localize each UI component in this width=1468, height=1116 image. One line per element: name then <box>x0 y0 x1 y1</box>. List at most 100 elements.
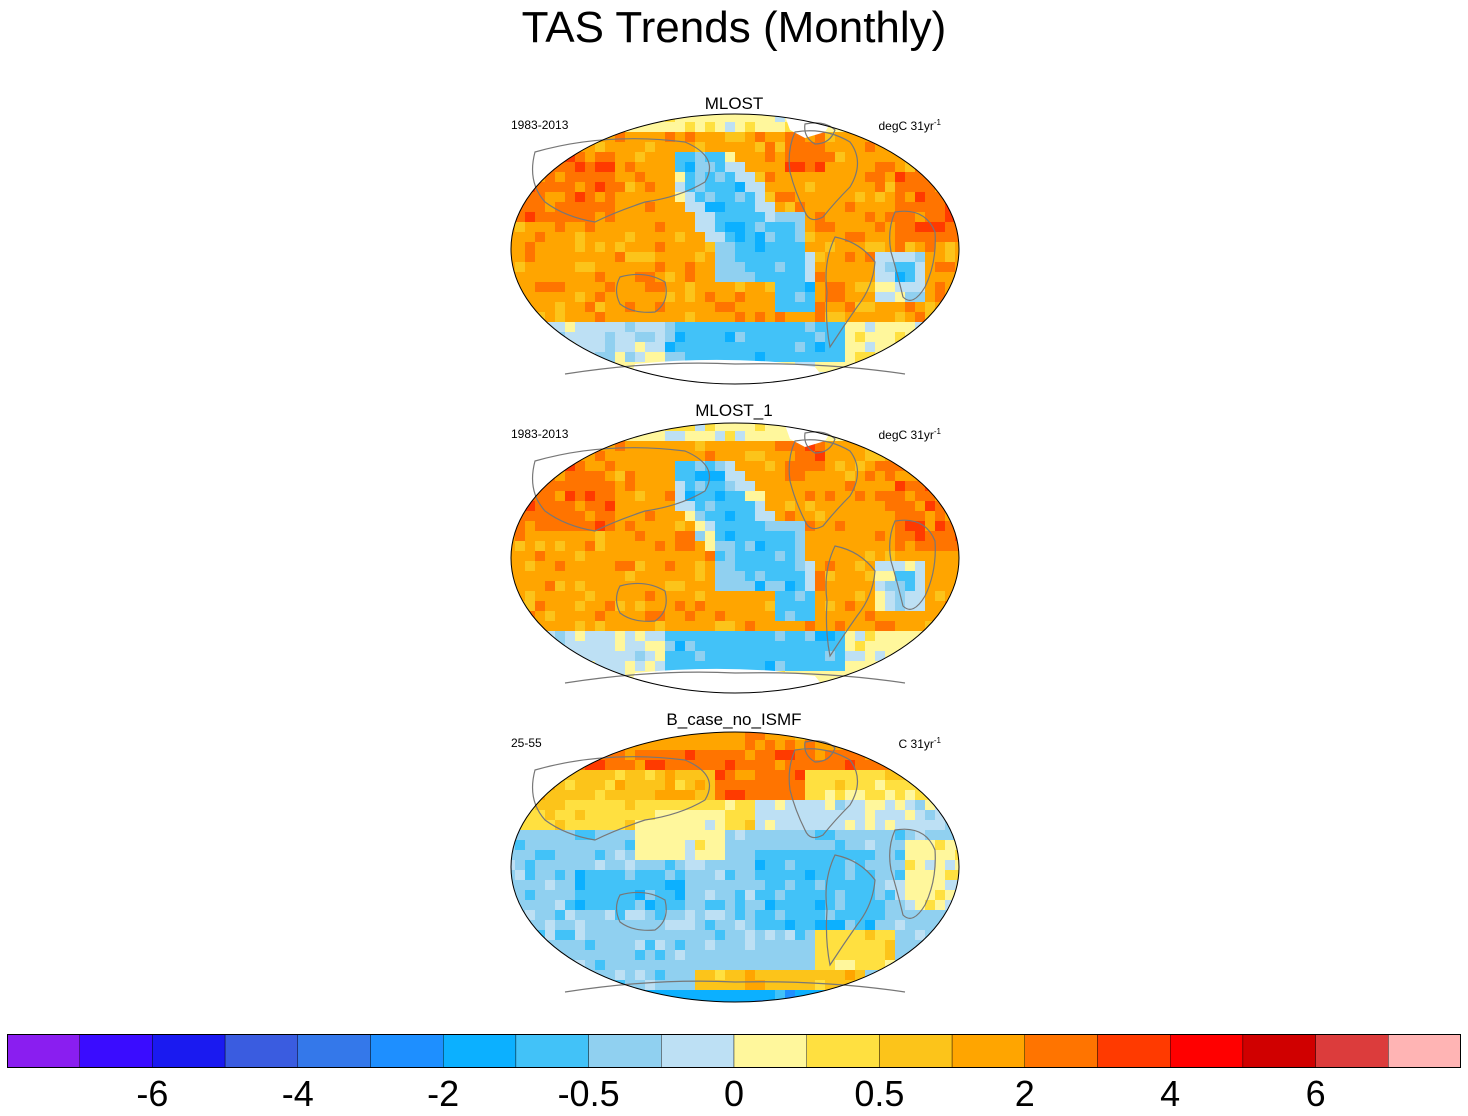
trend-cell <box>885 790 896 801</box>
trend-cell <box>615 641 626 652</box>
trend-cell <box>545 202 556 213</box>
trend-cell <box>685 192 696 203</box>
trend-cell <box>855 581 866 592</box>
trend-cell <box>835 172 846 183</box>
trend-cell <box>685 322 696 333</box>
trend-cell <box>765 1000 776 1002</box>
trend-cell <box>695 322 706 333</box>
trend-cell <box>895 541 906 552</box>
trend-cell <box>895 780 906 791</box>
trend-cell <box>935 122 946 133</box>
trend-cell <box>645 352 656 363</box>
trend-cell <box>915 840 926 851</box>
trend-cell <box>855 451 866 462</box>
trend-cell <box>535 910 546 921</box>
trend-cell <box>905 322 916 333</box>
trend-cell <box>615 451 626 462</box>
trend-cell <box>545 122 556 133</box>
trend-cell <box>815 521 826 532</box>
trend-cell <box>695 601 706 612</box>
trend-cell <box>905 501 916 512</box>
trend-cell <box>845 382 856 384</box>
trend-cell <box>645 212 656 223</box>
trend-cell <box>895 840 906 851</box>
trend-cell <box>595 332 606 343</box>
trend-cell <box>675 202 686 213</box>
trend-cell <box>585 521 596 532</box>
trend-cell <box>885 880 896 891</box>
trend-cell <box>675 441 686 452</box>
trend-cell <box>735 192 746 203</box>
trend-cell <box>845 352 856 363</box>
trend-cell <box>905 990 916 1001</box>
trend-cell <box>615 531 626 542</box>
trend-cell <box>845 521 856 532</box>
trend-cell <box>775 132 786 143</box>
trend-cell <box>655 880 666 891</box>
trend-cell <box>835 541 846 552</box>
trend-cell <box>675 282 686 293</box>
trend-cell <box>765 870 776 881</box>
trend-cell <box>575 312 586 323</box>
trend-cell <box>765 342 776 353</box>
trend-cell <box>511 431 516 442</box>
trend-cell <box>905 840 916 851</box>
trend-cell <box>575 172 586 183</box>
trend-cell <box>835 212 846 223</box>
trend-cell <box>585 342 596 353</box>
trend-cell <box>625 372 636 383</box>
trend-cell <box>735 162 746 173</box>
trend-cell <box>775 262 786 273</box>
trend-cell <box>725 322 736 333</box>
trend-cell <box>915 780 926 791</box>
trend-cell <box>595 740 606 751</box>
trend-cell <box>905 232 916 243</box>
trend-cell <box>695 900 706 911</box>
trend-cell <box>655 790 666 801</box>
trend-cell <box>905 611 916 622</box>
trend-cell <box>695 890 706 901</box>
trend-cell <box>511 332 516 343</box>
trend-cell <box>955 132 959 143</box>
trend-cell <box>555 760 566 771</box>
trend-cell <box>575 481 586 492</box>
trend-cell <box>585 910 596 921</box>
trend-cell <box>795 980 806 991</box>
trend-cell <box>925 114 936 123</box>
trend-cell <box>645 162 656 173</box>
trend-cell <box>565 910 576 921</box>
trend-cell <box>645 740 656 751</box>
trend-cell <box>655 621 666 632</box>
trend-cell <box>725 960 736 971</box>
trend-cell <box>675 910 686 921</box>
trend-cell <box>805 591 816 602</box>
trend-cell <box>945 780 956 791</box>
trend-cell <box>745 890 756 901</box>
trend-cell <box>915 930 926 941</box>
trend-cell <box>815 282 826 293</box>
trend-cell <box>535 471 546 482</box>
trend-cell <box>655 322 666 333</box>
trend-cell <box>805 551 816 562</box>
trend-cell <box>745 900 756 911</box>
trend-cell <box>655 192 666 203</box>
trend-cell <box>635 760 646 771</box>
trend-cell <box>715 760 726 771</box>
trend-cell <box>685 531 696 542</box>
trend-cell <box>685 451 696 462</box>
trend-cell <box>855 910 866 921</box>
trend-cell <box>785 631 796 642</box>
trend-cell <box>865 551 876 562</box>
trend-cell <box>511 780 516 791</box>
trend-cell <box>515 581 526 592</box>
trend-cell <box>935 372 946 383</box>
trend-cell <box>815 621 826 632</box>
trend-cell <box>655 172 666 183</box>
trend-cell <box>695 1000 706 1002</box>
trend-cell <box>685 850 696 861</box>
trend-cell <box>715 621 726 632</box>
trend-cell <box>655 1000 666 1002</box>
trend-cell <box>885 541 896 552</box>
trend-cell <box>855 222 866 233</box>
trend-cell <box>895 114 906 123</box>
